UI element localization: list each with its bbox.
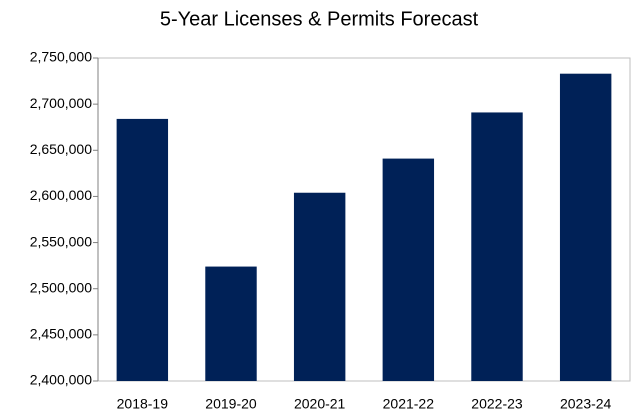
y-tick-label: 2,400,000 (30, 372, 92, 388)
y-tick-label: 2,600,000 (30, 187, 92, 203)
bar (293, 192, 346, 381)
y-tick-label: 2,750,000 (30, 49, 92, 65)
y-tick-label: 2,700,000 (30, 95, 92, 111)
bar (205, 266, 257, 381)
x-tick-label: 2018-19 (117, 396, 169, 412)
bar (559, 73, 612, 381)
x-tick-label: 2023-24 (560, 396, 612, 412)
bar (116, 118, 169, 381)
bar (382, 158, 435, 381)
x-tick-label: 2022-23 (471, 396, 523, 412)
y-tick-label: 2,650,000 (30, 141, 92, 157)
bar (471, 112, 523, 381)
y-tick-label: 2,450,000 (30, 326, 92, 342)
x-tick-label: 2019-20 (205, 396, 257, 412)
y-tick-label: 2,500,000 (30, 279, 92, 295)
x-tick-label: 2021-22 (383, 396, 435, 412)
x-tick-label: 2020-21 (294, 396, 346, 412)
plot-frame (97, 57, 631, 382)
chart-title: 5-Year Licenses & Permits Forecast (160, 8, 479, 30)
y-tick-label: 2,550,000 (30, 233, 92, 249)
